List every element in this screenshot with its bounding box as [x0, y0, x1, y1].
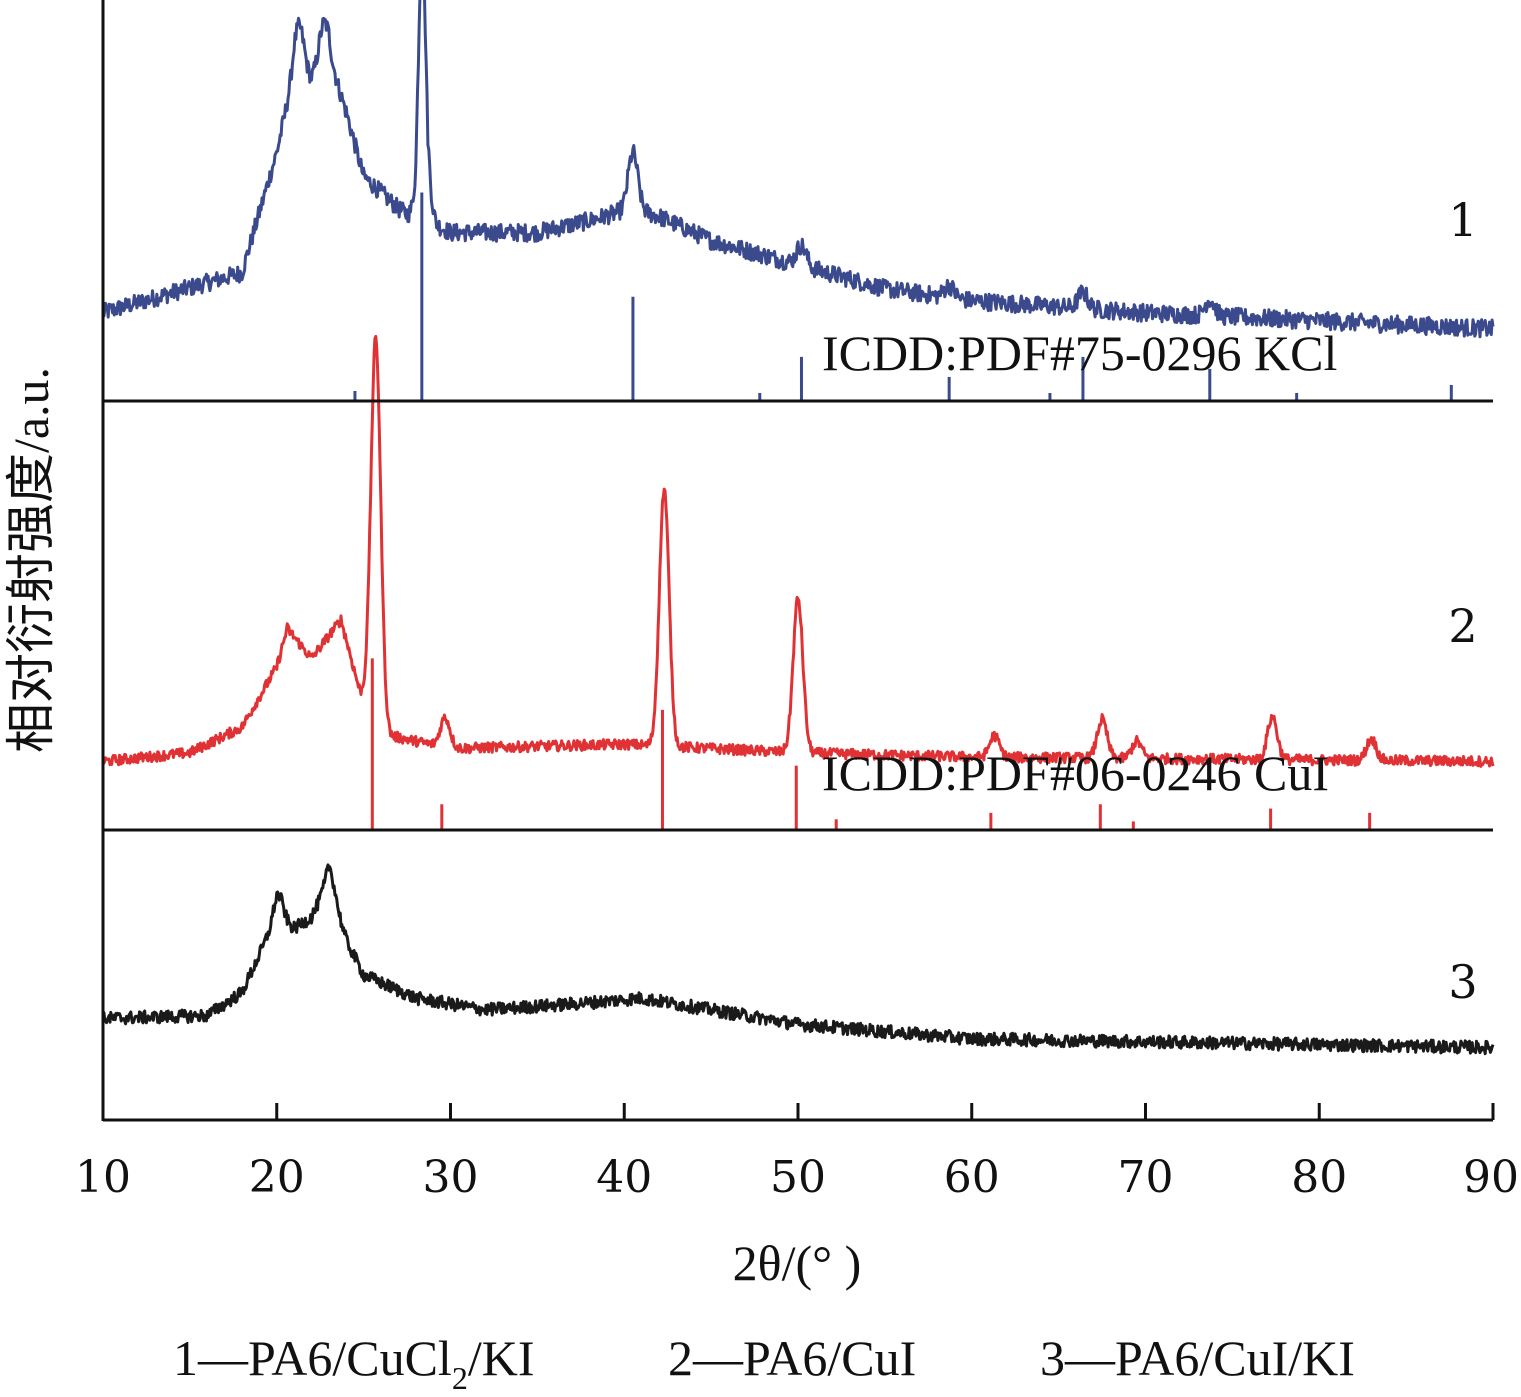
- x-axis-title: 2θ/(° ): [733, 1235, 862, 1291]
- x-tick-label: 20: [249, 1152, 305, 1203]
- xrd-curve-3: [101, 863, 1495, 1056]
- legend: 1—PA6/CuCl2/KI 2—PA6/CuI 3—PA6/CuI/KI: [173, 1330, 1355, 1396]
- reference-label-1: ICDD:PDF#75-0296 KCl: [822, 325, 1337, 381]
- x-tick-label: 10: [75, 1152, 131, 1203]
- panel-3: 3: [101, 863, 1495, 1056]
- xrd-curve-2: [101, 334, 1495, 768]
- legend-item-3: 3—PA6/CuI/KI: [1040, 1330, 1355, 1386]
- chart-panels: 1 ICDD:PDF#75-0296 KCl 2 ICDD:PDF#06-0246 C…: [101, 0, 1495, 1056]
- panel-2: 2 ICDD:PDF#06-0246 CuI: [101, 334, 1495, 830]
- reference-label-2: ICDD:PDF#06-0246 CuI: [822, 745, 1329, 801]
- x-tick-label: 80: [1291, 1152, 1347, 1203]
- curve-label-3: 3: [1448, 955, 1477, 1009]
- curve-label-2: 2: [1448, 599, 1477, 653]
- xrd-curve-1: [101, 0, 1495, 339]
- y-axis-title: 相对衍射强度/a.u.: [3, 367, 59, 753]
- curve-label-1: 1: [1448, 193, 1477, 247]
- x-tick-label: 40: [596, 1152, 652, 1203]
- panel-1: 1 ICDD:PDF#75-0296 KCl: [101, 0, 1495, 401]
- x-tick-label: 90: [1463, 1152, 1519, 1203]
- x-ticks: 10 20 30 40 50 60 70 80 90: [75, 1103, 1519, 1203]
- x-tick-label: 60: [944, 1152, 1000, 1203]
- x-tick-label: 30: [423, 1152, 479, 1203]
- x-tick-label: 70: [1118, 1152, 1174, 1203]
- x-tick-label: 50: [770, 1152, 826, 1203]
- legend-item-2: 2—PA6/CuI: [668, 1330, 916, 1386]
- legend-item-1: 1—PA6/CuCl2/KI: [173, 1330, 534, 1396]
